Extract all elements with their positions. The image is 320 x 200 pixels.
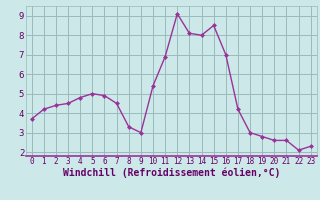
X-axis label: Windchill (Refroidissement éolien,°C): Windchill (Refroidissement éolien,°C) [62, 168, 280, 178]
